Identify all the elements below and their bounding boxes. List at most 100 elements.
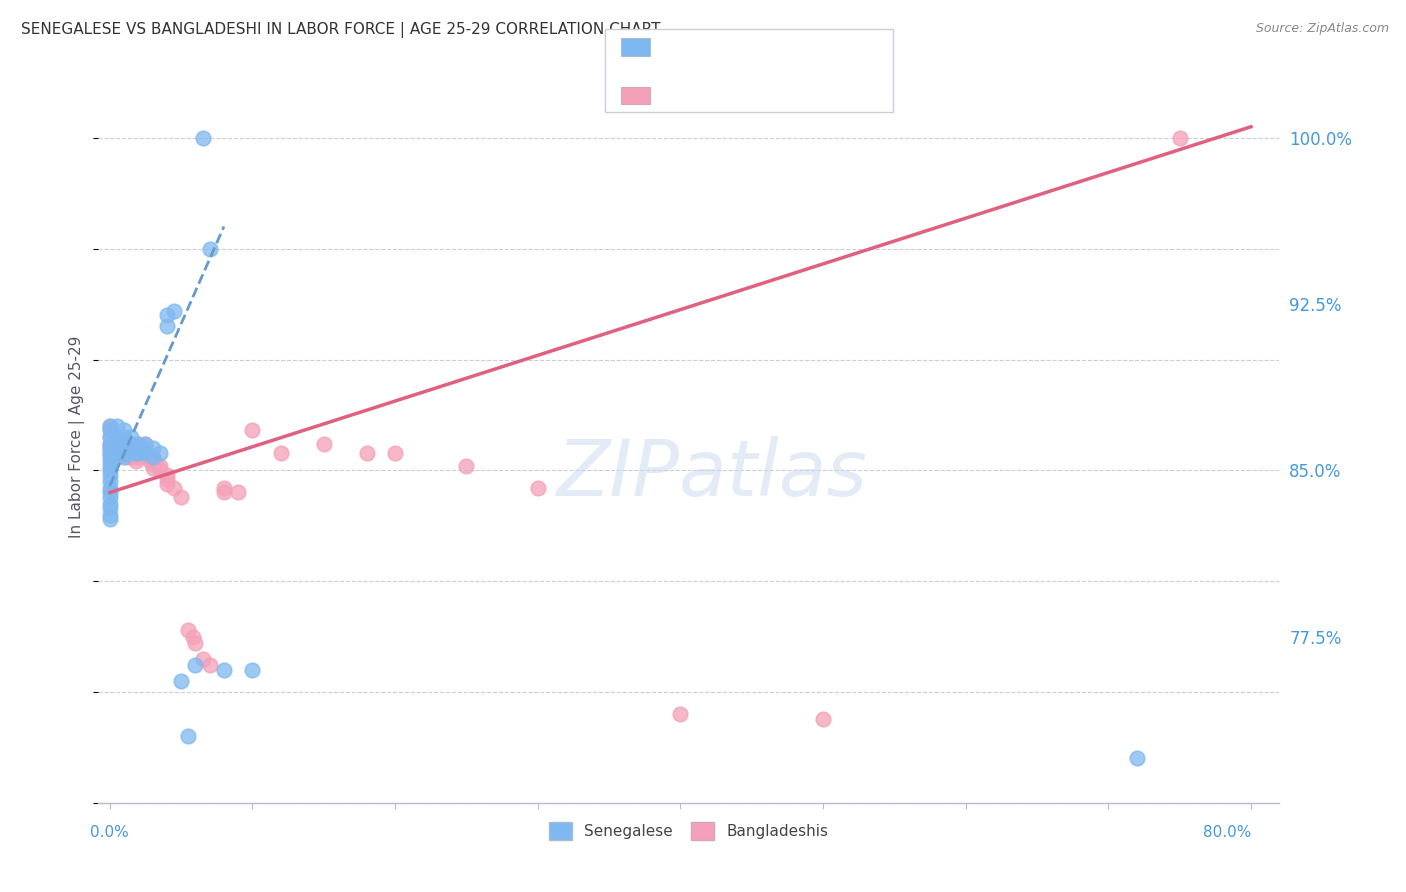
Point bbox=[98, 501, 121, 516]
Point bbox=[98, 512, 121, 526]
Point bbox=[98, 475, 121, 489]
Point bbox=[105, 430, 128, 444]
Point bbox=[105, 450, 128, 464]
Point bbox=[127, 445, 149, 459]
Point bbox=[110, 445, 132, 459]
Point bbox=[120, 441, 142, 455]
Point bbox=[98, 424, 121, 438]
Point bbox=[98, 424, 121, 438]
Point bbox=[384, 445, 406, 459]
Text: 0.0%: 0.0% bbox=[90, 825, 129, 840]
Point bbox=[98, 445, 121, 459]
Point bbox=[98, 458, 121, 473]
Point bbox=[105, 445, 128, 459]
Point bbox=[134, 445, 156, 459]
Point bbox=[156, 319, 179, 334]
Point bbox=[149, 463, 172, 477]
Point bbox=[198, 658, 221, 673]
Point bbox=[112, 430, 135, 444]
Point bbox=[115, 450, 138, 464]
Point bbox=[312, 436, 335, 450]
Point bbox=[98, 430, 121, 444]
Point bbox=[177, 729, 200, 743]
Point bbox=[120, 445, 142, 459]
Point bbox=[145, 454, 167, 468]
Y-axis label: In Labor Force | Age 25-29: In Labor Force | Age 25-29 bbox=[69, 336, 86, 538]
Text: N =: N = bbox=[762, 87, 810, 104]
Text: R =: R = bbox=[661, 87, 697, 104]
Point bbox=[242, 663, 264, 677]
Point bbox=[134, 441, 156, 455]
Point bbox=[134, 436, 156, 450]
Point bbox=[112, 436, 135, 450]
Point bbox=[98, 497, 121, 511]
Point bbox=[356, 445, 378, 459]
Point bbox=[127, 436, 149, 450]
Point bbox=[181, 630, 204, 644]
Point bbox=[105, 436, 128, 450]
Point bbox=[120, 436, 142, 450]
Point bbox=[134, 445, 156, 459]
Point bbox=[98, 454, 121, 468]
Point bbox=[142, 450, 165, 464]
Point bbox=[124, 454, 146, 468]
Point bbox=[108, 434, 131, 449]
Point bbox=[142, 452, 165, 467]
Point bbox=[129, 441, 152, 455]
Point bbox=[184, 658, 207, 673]
Text: 54: 54 bbox=[801, 38, 824, 56]
Point bbox=[98, 490, 121, 504]
Point bbox=[98, 508, 121, 522]
Point bbox=[105, 419, 128, 434]
Point bbox=[163, 303, 186, 318]
Point bbox=[127, 436, 149, 450]
Point bbox=[105, 441, 128, 455]
Point bbox=[270, 445, 292, 459]
Point bbox=[191, 131, 214, 145]
Legend: Senegalese, Bangladeshis: Senegalese, Bangladeshis bbox=[543, 815, 835, 847]
Point bbox=[124, 445, 146, 459]
Point bbox=[139, 454, 162, 468]
Point bbox=[142, 457, 165, 471]
Point bbox=[112, 445, 135, 459]
Point bbox=[112, 441, 135, 455]
Point bbox=[198, 242, 221, 256]
Text: R =: R = bbox=[661, 38, 697, 56]
Point bbox=[212, 485, 235, 500]
Point bbox=[226, 485, 249, 500]
Point bbox=[156, 467, 179, 482]
Point bbox=[127, 445, 149, 459]
Point bbox=[98, 436, 121, 450]
Point bbox=[112, 441, 135, 455]
Point bbox=[112, 424, 135, 438]
Point bbox=[156, 476, 179, 491]
Point bbox=[134, 450, 156, 464]
Point bbox=[110, 441, 132, 455]
Text: 80.0%: 80.0% bbox=[1202, 825, 1251, 840]
Text: SENEGALESE VS BANGLADESHI IN LABOR FORCE | AGE 25-29 CORRELATION CHART: SENEGALESE VS BANGLADESHI IN LABOR FORCE… bbox=[21, 22, 661, 38]
Point bbox=[149, 445, 172, 459]
Point bbox=[98, 450, 121, 464]
Point bbox=[149, 458, 172, 473]
Point bbox=[98, 430, 121, 444]
Point bbox=[98, 419, 121, 434]
Point bbox=[170, 490, 193, 504]
Point bbox=[129, 445, 152, 459]
Point bbox=[98, 441, 121, 455]
Text: N =: N = bbox=[762, 38, 810, 56]
Point bbox=[98, 445, 121, 459]
Point bbox=[156, 308, 179, 322]
Point bbox=[1126, 751, 1149, 765]
Point bbox=[456, 458, 478, 473]
Text: ZIPatlas: ZIPatlas bbox=[557, 435, 868, 512]
Point bbox=[98, 419, 121, 434]
Point bbox=[242, 424, 264, 438]
Point bbox=[184, 636, 207, 650]
Text: Source: ZipAtlas.com: Source: ZipAtlas.com bbox=[1256, 22, 1389, 36]
Point bbox=[212, 481, 235, 495]
Point bbox=[112, 450, 135, 464]
Point bbox=[120, 436, 142, 450]
Point bbox=[120, 441, 142, 455]
Point bbox=[120, 430, 142, 444]
Point bbox=[98, 441, 121, 455]
